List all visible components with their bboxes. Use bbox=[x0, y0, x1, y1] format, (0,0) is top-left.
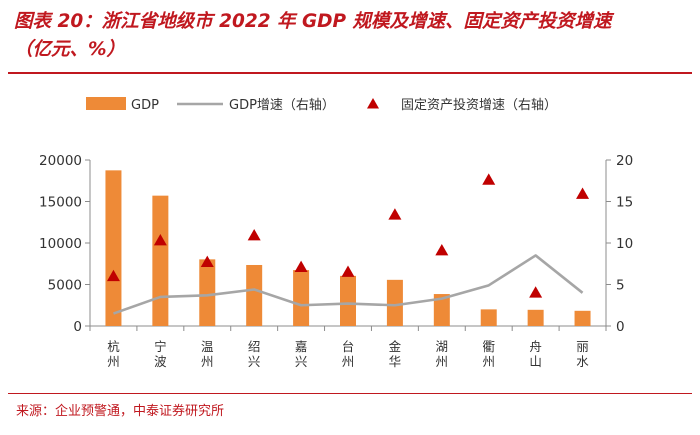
gdp-bar bbox=[105, 170, 122, 326]
right-tick-label: 0 bbox=[616, 319, 625, 335]
x-category-label: 温 bbox=[201, 339, 214, 354]
gdp-bar bbox=[293, 270, 310, 326]
right-tick-label: 10 bbox=[616, 236, 633, 252]
legend-marker-label: 固定资产投资增速（右轴） bbox=[401, 97, 557, 113]
fixed-investment-marker bbox=[294, 260, 308, 272]
gdp-bar bbox=[152, 195, 169, 326]
source-divider bbox=[8, 393, 692, 394]
fixed-investment-marker bbox=[153, 234, 167, 246]
fixed-investment-marker bbox=[341, 265, 355, 277]
legend-gdp-label: GDP bbox=[131, 98, 159, 113]
gdp-bar bbox=[246, 264, 263, 326]
fixed-investment-marker bbox=[388, 208, 402, 220]
left-tick-label: 5000 bbox=[48, 278, 82, 294]
fixed-investment-marker bbox=[247, 229, 261, 241]
x-category-label: 州 bbox=[107, 354, 120, 369]
x-category-label: 波 bbox=[154, 354, 167, 369]
fixed-investment-marker bbox=[435, 243, 449, 256]
gdp-bar bbox=[340, 275, 356, 326]
x-category-label: 宁 bbox=[154, 339, 167, 354]
x-category-label: 杭 bbox=[107, 339, 120, 354]
x-category-label: 衢 bbox=[482, 339, 495, 354]
x-category-label: 州 bbox=[436, 354, 449, 369]
right-tick-label: 20 bbox=[616, 153, 633, 169]
fixed-investment-marker bbox=[200, 255, 214, 267]
x-category-label: 兴 bbox=[248, 354, 261, 369]
x-category-label: 州 bbox=[342, 354, 355, 369]
x-category-label: 州 bbox=[482, 354, 495, 369]
x-category-label: 华 bbox=[389, 354, 402, 369]
legend-marker-swatch bbox=[367, 98, 379, 109]
gdp-bar bbox=[433, 294, 450, 326]
x-category-label: 舟 bbox=[529, 339, 542, 354]
title-divider bbox=[8, 72, 692, 74]
right-tick-label: 15 bbox=[616, 195, 633, 211]
fixed-investment-marker bbox=[529, 286, 543, 298]
x-category-label: 台 bbox=[342, 339, 355, 354]
legend-line-label: GDP增速（右轴） bbox=[229, 98, 335, 113]
chart-title-line1: 图表 20：浙江省地级市 2022 年 GDP 规模及增速、固定资产投资增速 bbox=[14, 11, 612, 32]
left-tick-label: 15000 bbox=[39, 195, 82, 211]
right-tick-label: 5 bbox=[616, 278, 625, 294]
x-category-label: 水 bbox=[576, 354, 589, 369]
x-category-label: 金 bbox=[389, 339, 402, 354]
x-category-label: 山 bbox=[529, 354, 542, 369]
fixed-investment-marker bbox=[576, 187, 590, 199]
left-tick-label: 10000 bbox=[39, 236, 82, 252]
gdp-growth-line bbox=[113, 254, 584, 315]
source-note: 来源：企业预警通，中泰证券研究所 bbox=[16, 404, 225, 419]
legend-gdp-swatch bbox=[86, 97, 126, 110]
gdp-bar bbox=[480, 309, 497, 326]
chart-title: 图表 20：浙江省地级市 2022 年 GDP 规模及增速、固定资产投资增速 （… bbox=[14, 8, 690, 64]
left-tick-label: 20000 bbox=[39, 153, 82, 169]
fixed-investment-marker bbox=[106, 269, 120, 282]
gdp-bar bbox=[574, 310, 591, 326]
chart-title-line2: （亿元、%） bbox=[14, 39, 126, 60]
x-category-label: 绍 bbox=[248, 339, 261, 354]
gdp-bar bbox=[386, 279, 403, 326]
x-category-label: 丽 bbox=[576, 339, 589, 354]
fixed-investment-marker bbox=[482, 173, 496, 185]
x-category-label: 兴 bbox=[295, 354, 308, 369]
gdp-bar bbox=[199, 259, 216, 326]
x-category-label: 嘉 bbox=[295, 339, 308, 354]
x-category-label: 湖 bbox=[436, 339, 449, 354]
x-category-label: 州 bbox=[201, 354, 214, 369]
gdp-bar bbox=[527, 309, 544, 326]
left-tick-label: 0 bbox=[73, 319, 82, 335]
